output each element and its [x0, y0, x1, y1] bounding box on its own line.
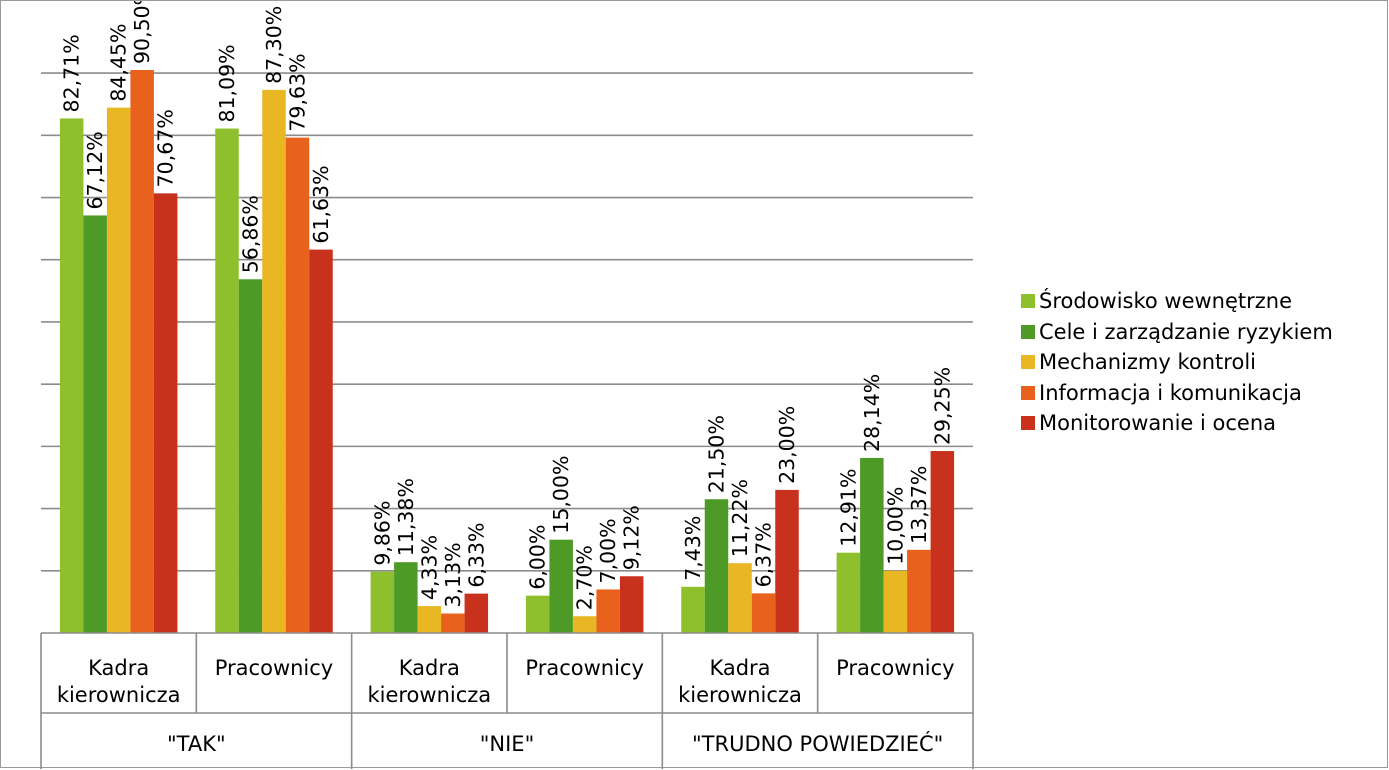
bar: [130, 70, 154, 633]
bar: [60, 118, 84, 633]
bars: [60, 70, 954, 633]
bar: [107, 108, 130, 633]
data-label: 6,00%: [526, 525, 550, 590]
category-label: Kadra kierownicza: [367, 656, 491, 707]
data-label: 7,00%: [596, 518, 620, 583]
data-label: 6,37%: [752, 522, 776, 587]
legend-swatch: [1021, 294, 1035, 308]
data-label: 81,09%: [215, 44, 239, 122]
bar: [705, 499, 729, 633]
bar: [907, 550, 931, 633]
category-label: Pracownicy: [525, 656, 643, 680]
data-label: 56,86%: [239, 195, 263, 273]
legend-swatch: [1021, 416, 1035, 430]
data-label: 90,50%: [130, 1, 154, 64]
bar: [837, 553, 861, 633]
bar: [728, 563, 752, 633]
data-label: 3,13%: [441, 542, 465, 607]
data-label: 11,38%: [394, 478, 418, 556]
category-label: Pracownicy: [215, 656, 333, 680]
bar: [860, 458, 884, 633]
data-label: 4,33%: [417, 535, 441, 600]
data-label: 87,30%: [262, 6, 286, 84]
data-label: 23,00%: [775, 406, 799, 484]
bar: [262, 90, 286, 633]
group-label: "TRUDNO POWIEDZIEĆ": [692, 731, 943, 756]
data-label: 82,71%: [60, 34, 84, 112]
bar: [309, 250, 333, 633]
data-label: 21,50%: [705, 415, 729, 493]
data-labels: 82,71% 81,09% 9,86% 6,00% 7,43% 12,91% 67,12% 5…: [60, 1, 955, 610]
bar: [371, 572, 395, 633]
data-label: 70,67%: [154, 109, 178, 187]
data-label: 11,22%: [728, 479, 752, 557]
bar: [286, 138, 310, 633]
bar: [465, 594, 489, 633]
legend-label: Cele i zarządzanie ryzykiem: [1039, 320, 1333, 344]
legend-item: Informacja i komunikacja: [1021, 378, 1333, 409]
bar: [775, 490, 799, 633]
bar: [681, 587, 705, 633]
bar: [884, 571, 908, 633]
legend-label: Mechanizmy kontroli: [1039, 350, 1256, 374]
data-label: 15,00%: [549, 456, 573, 534]
category-label: Kadra kierownicza: [678, 656, 802, 707]
data-label: 9,12%: [620, 505, 644, 570]
bar: [573, 616, 597, 633]
legend-swatch: [1021, 355, 1035, 369]
category-axis: Kadra kierownicza Pracownicy "TAK" Kadra kier…: [41, 633, 973, 769]
legend-item: Cele i zarządzanie ryzykiem: [1021, 317, 1333, 348]
bar: [394, 562, 418, 633]
bar: [549, 540, 573, 633]
gridlines: [41, 73, 973, 571]
data-label: 9,86%: [370, 501, 394, 566]
data-label: 61,63%: [309, 165, 333, 243]
bar: [596, 589, 620, 633]
data-label: 29,25%: [930, 367, 954, 445]
data-label: 67,12%: [83, 131, 107, 209]
data-label: 12,91%: [836, 469, 860, 547]
legend-item: Mechanizmy kontroli: [1021, 347, 1333, 378]
category-label: Pracownicy: [836, 656, 954, 680]
data-label: 2,70%: [573, 545, 597, 610]
category-label: Kadra kierownicza: [57, 656, 181, 707]
bar: [526, 596, 550, 633]
data-label: 84,45%: [107, 23, 131, 101]
bar: [239, 279, 263, 633]
bar: [154, 193, 178, 633]
legend-label: Informacja i komunikacja: [1039, 381, 1302, 405]
legend-label: Monitorowanie i ocena: [1039, 411, 1276, 435]
legend-label: Środowisko wewnętrzne: [1039, 289, 1292, 313]
data-label: 7,43%: [681, 516, 705, 581]
group-label: "NIE": [480, 732, 535, 756]
group-label: "TAK": [167, 732, 226, 756]
bar: [620, 576, 644, 633]
bar: [418, 606, 442, 633]
data-label: 79,63%: [286, 53, 310, 131]
data-label: 10,00%: [883, 487, 907, 565]
legend-swatch: [1021, 325, 1035, 339]
data-label: 6,33%: [464, 522, 488, 587]
legend-item: Środowisko wewnętrzne: [1021, 286, 1333, 317]
bar: [83, 215, 107, 633]
legend: Środowisko wewnętrzne Cele i zarządzanie …: [1021, 286, 1333, 439]
bar: [752, 593, 776, 633]
legend-swatch: [1021, 386, 1035, 400]
bar: [215, 129, 239, 633]
bar: [441, 614, 465, 633]
data-label: 13,37%: [907, 466, 931, 544]
data-label: 28,14%: [860, 374, 884, 452]
bar: [931, 451, 955, 633]
legend-item: Monitorowanie i ocena: [1021, 408, 1333, 439]
